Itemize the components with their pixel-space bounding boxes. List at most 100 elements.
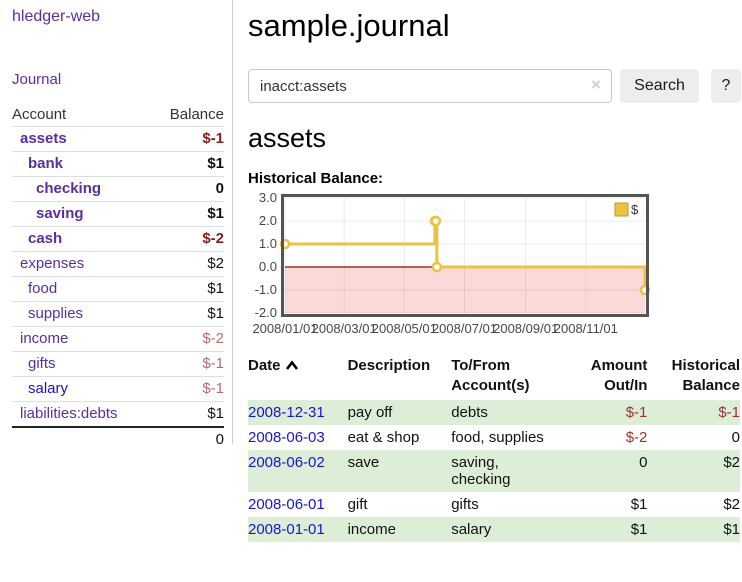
account-link[interactable]: income (20, 330, 69, 347)
account-link[interactable]: assets (20, 130, 67, 147)
account-link[interactable]: gifts (28, 355, 56, 372)
account-balance: $-2 (202, 330, 224, 347)
account-balance: $1 (207, 280, 224, 297)
account-balance: $-1 (202, 130, 224, 147)
amount-cell: $-2 (625, 429, 648, 446)
transaction-date-link[interactable]: 2008-06-02 (248, 454, 325, 471)
sort-ascending-icon (285, 360, 298, 370)
balance-cell: $2 (723, 454, 740, 471)
account-link[interactable]: supplies (28, 305, 84, 322)
y-axis-tick-label: 2.0 (259, 213, 277, 228)
accounts-cell: salary (451, 521, 492, 538)
account-row: bank $1 (12, 151, 224, 177)
account-link[interactable]: expenses (20, 255, 85, 272)
account-link[interactable]: liabilities:debts (20, 405, 118, 422)
accounts-header-account: Account (12, 106, 67, 123)
account-balance: $-1 (202, 355, 224, 372)
amount-cell: 0 (639, 454, 648, 471)
account-link[interactable]: salary (28, 380, 69, 397)
chart-data-point[interactable] (430, 215, 442, 227)
register-header-date[interactable]: Date (248, 354, 348, 400)
register-header-row: Date Description To/From Account(s) Amou… (248, 354, 740, 400)
account-balance: 0 (215, 180, 224, 197)
account-link[interactable]: cash (28, 230, 63, 247)
chart-data-point[interactable] (431, 261, 443, 273)
search-input[interactable] (248, 69, 612, 103)
plot-border (281, 194, 649, 317)
account-link[interactable]: bank (28, 155, 64, 172)
account-row: assets $-1 (12, 126, 224, 152)
balance-cell: $2 (723, 496, 740, 513)
x-axis-tick-label: 2008/11/01 (554, 321, 618, 336)
account-row: liabilities:debts $1 (12, 401, 224, 428)
accounts-total-value: 0 (215, 431, 224, 448)
accounts-cell: debts (451, 404, 488, 421)
accounts-cell: food, supplies (451, 429, 544, 446)
register-header-accounts: To/From Account(s) (451, 357, 530, 394)
account-row: supplies $1 (12, 301, 224, 327)
historical-balance-chart[interactable]: $3.0 2.0 1.0 0.0 -1.0 -2.02008/01/012008/03/0… (248, 192, 742, 338)
balance-cell: $1 (723, 521, 740, 538)
account-row: saving $1 (12, 201, 224, 227)
accounts-cell: gifts (451, 496, 479, 513)
register-row: 2008-06-02 save saving, checking 0 $2 (248, 450, 740, 492)
legend-label: $ (631, 202, 639, 217)
account-row: checking 0 (12, 176, 224, 202)
x-axis-tick-label: 2008/07/01 (432, 321, 497, 336)
search-form: × Search ? (248, 69, 742, 103)
transaction-date-link[interactable]: 2008-01-01 (248, 521, 325, 538)
y-axis-tick-label: -2.0 (255, 305, 277, 320)
accounts-total-row: 0 (12, 427, 224, 452)
account-link[interactable]: checking (36, 180, 102, 197)
account-row: food $1 (12, 276, 224, 302)
date-header-label: Date (248, 357, 281, 374)
register-header-amount: Amount Out/In (590, 357, 648, 394)
register-row: 2008-01-01 income salary $1 $1 (248, 517, 740, 542)
account-row: expenses $2 (12, 251, 224, 277)
account-row: cash $-2 (12, 226, 224, 252)
page-title: sample.journal (248, 8, 450, 43)
account-link[interactable]: food (28, 280, 58, 297)
description-cell: gift (347, 496, 368, 513)
legend-swatch (614, 202, 629, 217)
search-button[interactable]: Search (620, 69, 699, 103)
amount-cell: $1 (630, 521, 648, 538)
y-axis-tick-label: 1.0 (259, 236, 277, 251)
description-cell: eat & shop (347, 429, 420, 446)
account-balance: $1 (207, 405, 224, 422)
transaction-date-link[interactable]: 2008-12-31 (248, 404, 325, 421)
account-row: income $-2 (12, 326, 224, 352)
help-button[interactable]: ? (711, 69, 741, 103)
x-axis-tick-label: 2008/05/01 (372, 321, 437, 336)
account-balance: $2 (207, 255, 224, 272)
y-axis-tick-label: -1.0 (255, 282, 277, 297)
account-balance: $1 (207, 155, 224, 172)
transaction-date-link[interactable]: 2008-06-01 (248, 496, 325, 513)
amount-cell: $-1 (625, 404, 648, 421)
accounts-balance-table: Account Balance assets $-1 bank $1 checking 0… (12, 103, 224, 452)
transaction-date-link[interactable]: 2008-06-03 (248, 429, 325, 446)
journal-nav-link[interactable]: Journal (12, 71, 62, 88)
register-row: 2008-06-03 eat & shop food, supplies $-2 0 (248, 425, 740, 450)
account-link[interactable]: saving (36, 205, 84, 222)
description-cell: pay off (347, 404, 393, 421)
account-balance: $1 (207, 305, 224, 322)
app-brand-link[interactable]: hledger-web (12, 8, 101, 25)
balance-cell: $-1 (718, 404, 740, 421)
x-axis-tick-label: 2008/01/01 (252, 321, 317, 336)
description-cell: income (347, 521, 396, 538)
x-axis-tick-label: 2008/09/01 (493, 321, 558, 336)
register-table: Date Description To/From Account(s) Amou… (248, 354, 740, 542)
total-spacer (12, 427, 152, 452)
sidebar-nav: Journal (12, 71, 224, 88)
negative-region (285, 267, 645, 313)
description-cell: save (347, 454, 380, 471)
register-header-balance: Historical Balance (671, 357, 740, 394)
y-axis-tick-label: 3.0 (259, 192, 277, 205)
account-balance: $-1 (202, 380, 224, 397)
chart-heading: Historical Balance: (248, 170, 384, 187)
clear-search-icon[interactable]: × (591, 75, 601, 94)
account-title: assets (248, 123, 327, 153)
accounts-header-balance: Balance (169, 106, 224, 123)
register-row: 2008-12-31 pay off debts $-1 $-1 (248, 400, 740, 425)
